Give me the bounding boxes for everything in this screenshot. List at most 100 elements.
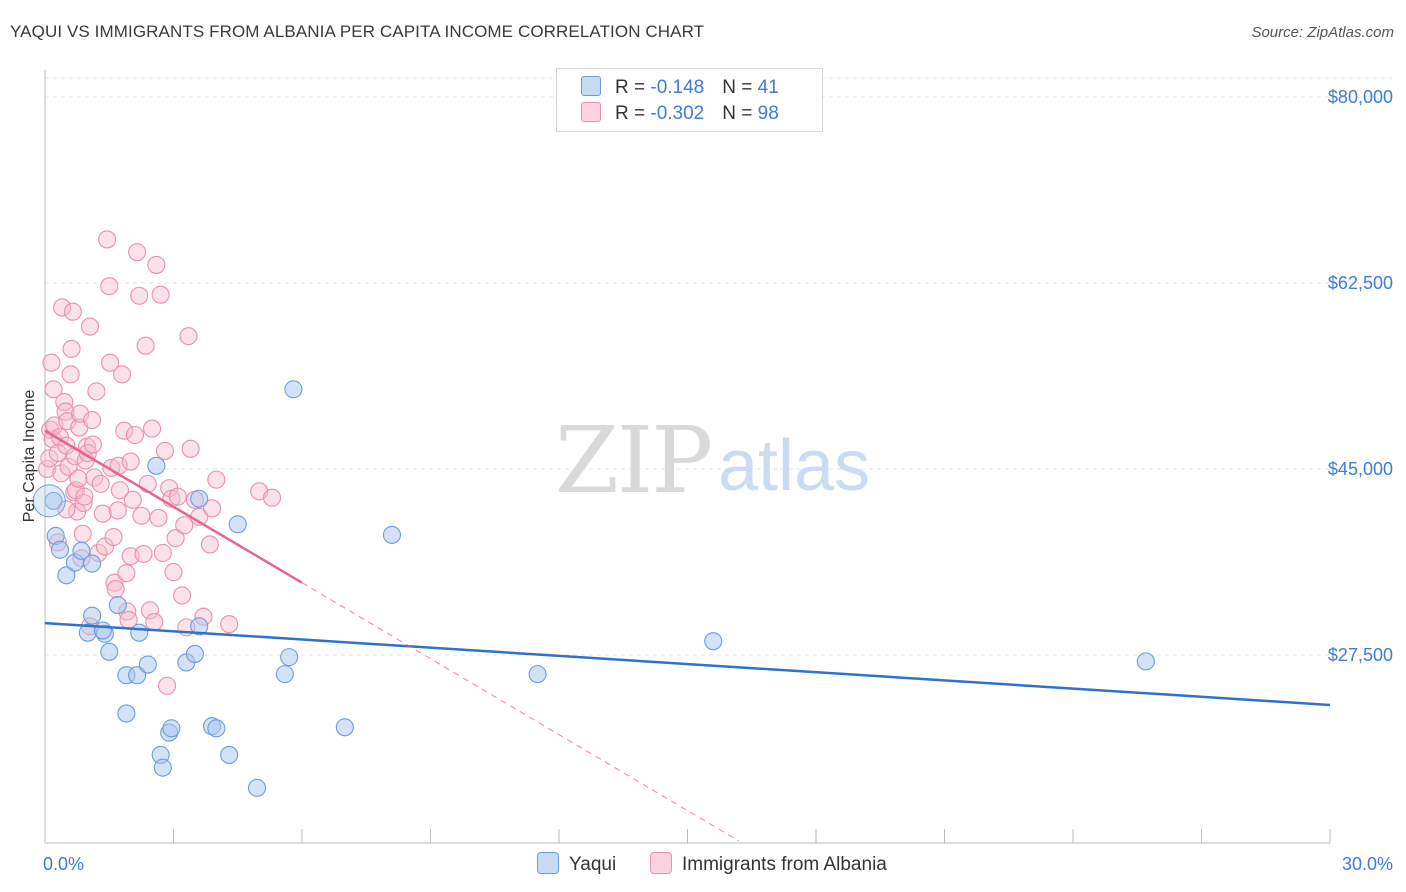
albania-point	[83, 435, 103, 454]
yaqui-point	[247, 778, 267, 797]
source-label: Source: ZipAtlas.com	[1251, 24, 1394, 41]
legend-swatch-albania	[581, 102, 601, 122]
yaqui-point	[50, 540, 70, 559]
yaqui-point	[44, 491, 63, 510]
y-tick-label: $62,500	[1328, 273, 1393, 293]
albania-point	[53, 298, 72, 317]
yaqui-point	[117, 704, 136, 723]
yaqui-point	[185, 644, 204, 663]
albania-point	[203, 499, 222, 518]
stats-legend: R = -0.148 N = 41 R = -0.302 N = 98	[556, 68, 823, 132]
albania-point	[200, 535, 219, 554]
albania-point	[113, 365, 132, 384]
albania-point	[69, 469, 88, 488]
albania-point	[59, 457, 78, 476]
watermark-atlas: atlas	[718, 426, 870, 506]
albania-point	[220, 615, 239, 634]
albania-point	[74, 493, 93, 513]
albania-point	[55, 392, 74, 412]
legend-r-value: -0.302	[650, 103, 705, 124]
albania-point	[75, 487, 94, 506]
legend-row-albania: R = -0.302 N = 98	[581, 102, 779, 126]
albania-point	[87, 382, 106, 401]
yaqui-point	[335, 718, 354, 737]
yaqui-point	[153, 758, 172, 777]
legend-label-albania: Immigrants from Albania	[682, 854, 887, 875]
series-legend: Yaqui Immigrants from Albania	[0, 852, 1406, 880]
albania-point	[80, 317, 100, 336]
albania-point	[83, 411, 102, 430]
albania-trendline	[44, 429, 303, 584]
albania-point	[117, 564, 136, 583]
yaqui-point	[220, 745, 239, 764]
yaqui-point	[704, 632, 723, 651]
yaqui-point	[100, 642, 119, 661]
albania-point	[181, 439, 200, 458]
legend-swatch-yaqui	[537, 852, 559, 874]
yaqui-point	[83, 606, 102, 625]
albania-point	[61, 365, 80, 384]
yaqui-point	[207, 719, 226, 738]
yaqui-point	[528, 665, 547, 684]
albania-point	[104, 527, 123, 547]
albania-point	[52, 464, 71, 483]
albania-point	[62, 339, 81, 358]
legend-swatch-yaqui	[581, 76, 601, 96]
x-tick-label: 0.0%	[43, 854, 84, 874]
y-axis-label: Per Capita Income	[21, 390, 38, 523]
series-yaqui-points	[32, 380, 1155, 797]
albania-point	[149, 508, 168, 527]
albania-point	[100, 277, 119, 296]
yaqui-trendline	[44, 621, 1331, 707]
albania-point	[73, 524, 92, 543]
yaqui-point-large	[32, 484, 66, 518]
yaqui-point	[280, 648, 299, 667]
watermark-zip: ZIP	[555, 407, 711, 514]
albania-point	[179, 327, 198, 346]
albania-point	[101, 353, 120, 372]
legend-r-value: -0.148	[650, 77, 705, 98]
yaqui-point	[138, 655, 157, 674]
albania-point	[115, 421, 134, 440]
yaqui-point	[93, 621, 112, 640]
albania-point	[108, 501, 127, 520]
albania-point	[57, 500, 76, 519]
albania-point	[155, 441, 174, 460]
legend-item-albania[interactable]: Immigrants from Albania	[650, 852, 887, 876]
yaqui-point	[162, 719, 181, 738]
yaqui-point	[228, 515, 247, 534]
legend-n-label: N =	[722, 103, 758, 124]
yaqui-point	[1136, 652, 1155, 671]
albania-point	[128, 243, 147, 262]
albania-point	[40, 449, 59, 468]
legend-item-yaqui[interactable]: Yaqui	[537, 852, 616, 876]
watermark: ZIP atlas	[555, 407, 870, 514]
albania-point	[153, 543, 172, 563]
albania-point	[151, 285, 170, 304]
albania-point	[91, 474, 110, 493]
albania-point	[110, 481, 130, 500]
albania-point	[143, 419, 162, 438]
y-tick-labels: $80,000 $62,500 $45,000 $27,500	[1328, 87, 1393, 665]
legend-n-label: N =	[722, 77, 758, 98]
chart-title: YAQUI VS IMMIGRANTS FROM ALBANIA PER CAP…	[10, 22, 705, 41]
legend-r-label: R =	[615, 77, 651, 98]
legend-r-label: R =	[615, 103, 651, 124]
albania-point	[138, 474, 157, 493]
albania-point	[173, 586, 192, 605]
albania-point	[85, 468, 104, 487]
albania-point	[134, 544, 153, 564]
yaqui-point	[190, 617, 209, 636]
yaqui-point	[275, 665, 294, 684]
albania-point	[164, 563, 183, 582]
yaqui-point	[190, 489, 209, 508]
y-tick-label: $45,000	[1328, 459, 1393, 479]
albania-point	[105, 573, 124, 592]
yaqui-point	[83, 554, 102, 573]
yaqui-point	[147, 456, 166, 475]
yaqui-point	[72, 541, 91, 560]
y-tick-label: $27,500	[1328, 645, 1393, 665]
albania-point	[121, 452, 140, 471]
albania-point	[63, 302, 82, 321]
